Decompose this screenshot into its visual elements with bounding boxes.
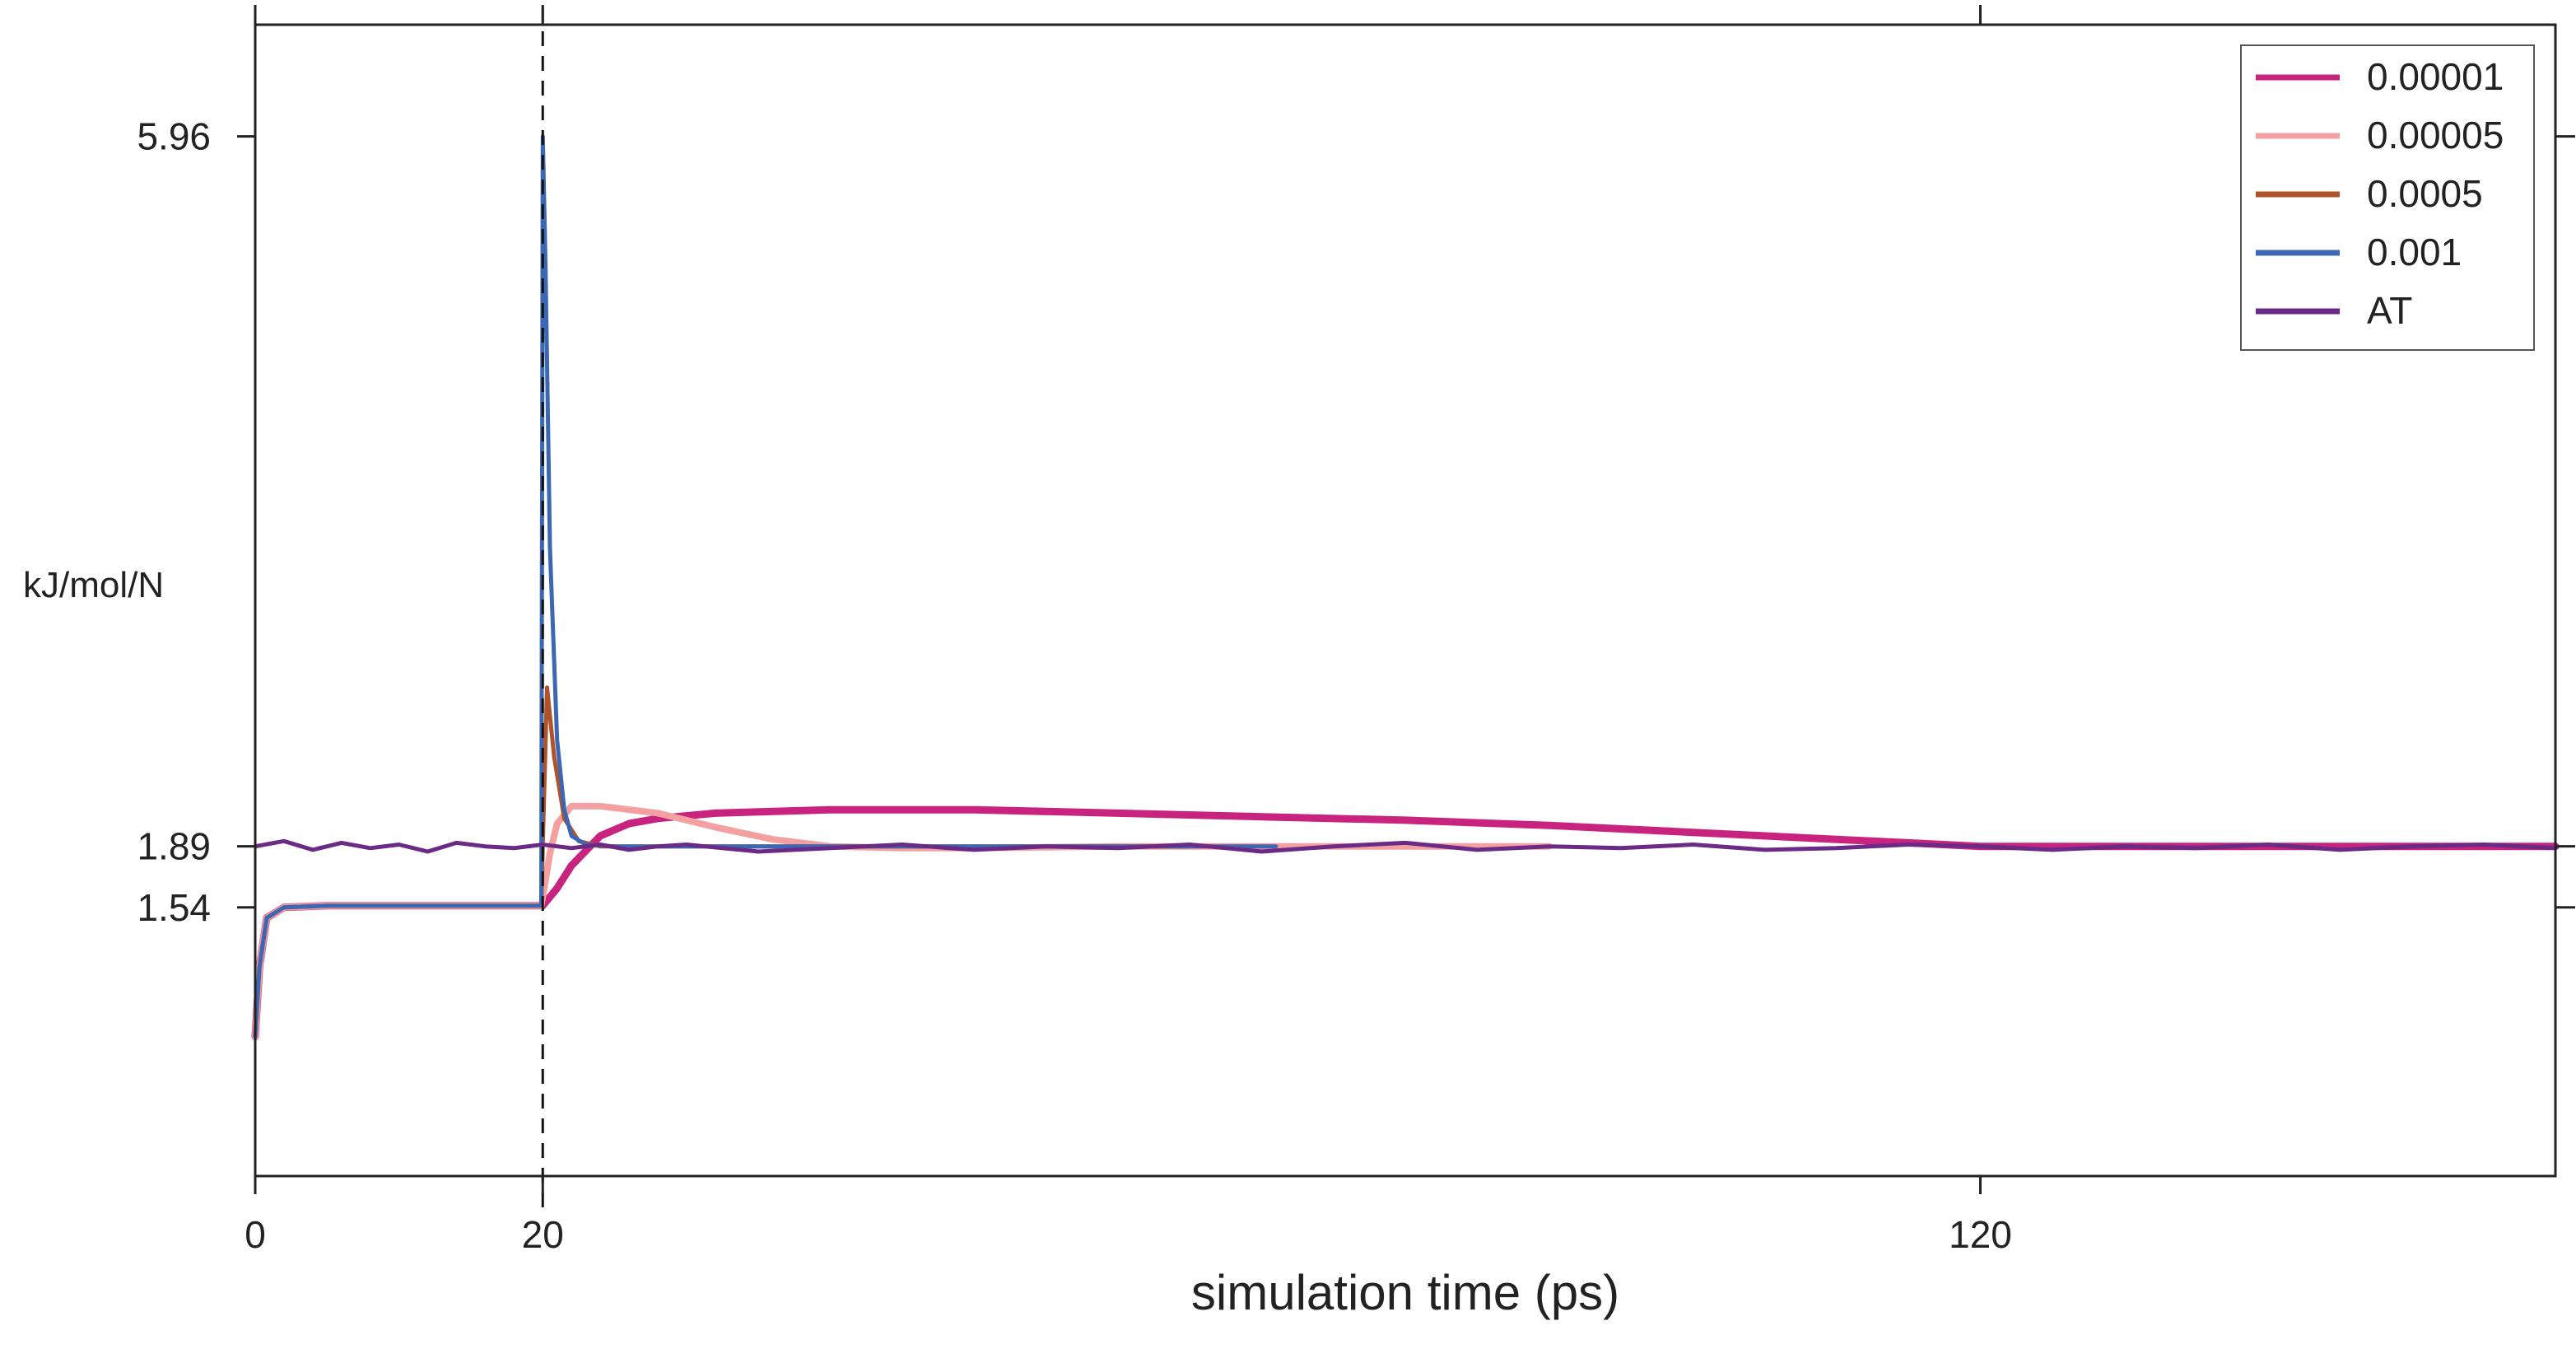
x-tick-label: 120 xyxy=(1949,1213,2012,1256)
x-tick-label: 20 xyxy=(522,1213,564,1256)
y-tick-label: 5.96 xyxy=(137,115,211,158)
series-line-at xyxy=(253,838,2558,854)
series-layer xyxy=(251,134,2560,1040)
x-axis-label: simulation time (ps) xyxy=(1191,1265,1619,1320)
plot-background xyxy=(255,25,2555,1176)
y-axis-label: kJ/mol/N xyxy=(23,565,164,605)
legend-label-0-00005: 0.00005 xyxy=(2367,114,2504,156)
legend: 0.00001 0.00005 0.0005 0.001 AT xyxy=(2240,44,2535,351)
legend-items: 0.00001 0.00005 0.0005 0.001 AT xyxy=(2256,55,2504,332)
legend-box xyxy=(2240,44,2535,351)
y-tick-label: 1.54 xyxy=(137,886,211,929)
x-tick-label: 0 xyxy=(245,1213,266,1256)
legend-label-0-0005: 0.0005 xyxy=(2367,172,2483,215)
legend-label-0-001: 0.001 xyxy=(2367,231,2462,273)
ticks-layer: 0 20 120 1.54 1.89 5.96 xyxy=(137,5,2575,1256)
legend-label-at: AT xyxy=(2367,289,2412,332)
plot-frame xyxy=(254,23,2557,1178)
series-line-0-001 xyxy=(253,134,1279,1039)
legend-label-0-00001: 0.00001 xyxy=(2367,55,2504,98)
y-tick-label: 1.89 xyxy=(137,825,211,868)
